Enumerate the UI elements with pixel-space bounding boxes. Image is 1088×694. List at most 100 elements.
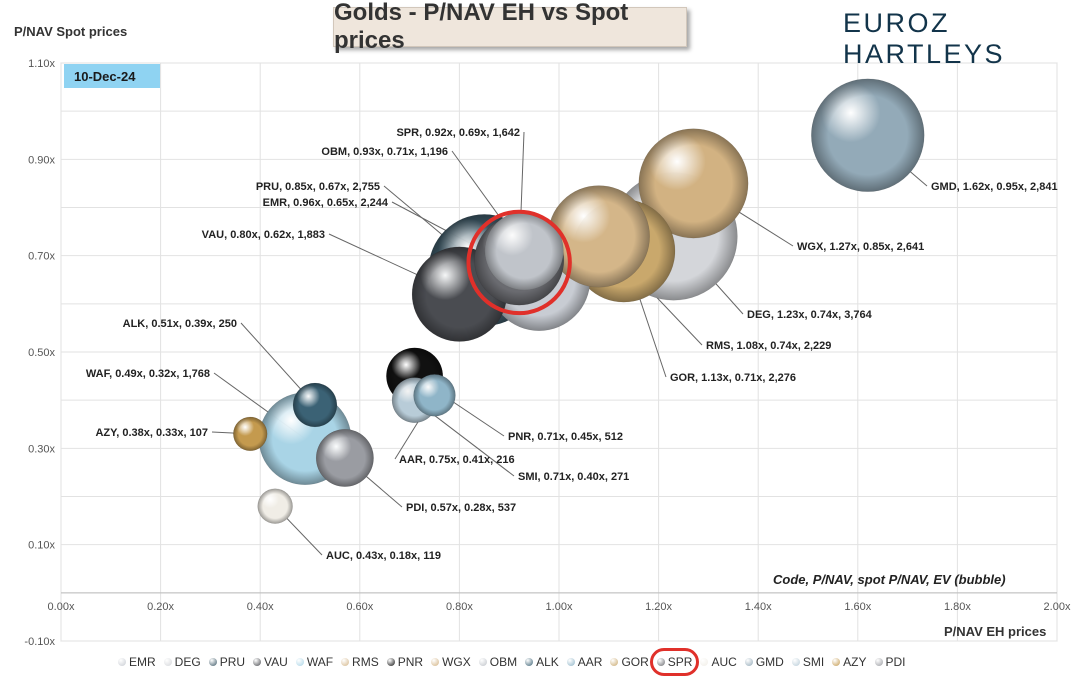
legend-swatch: [118, 658, 126, 666]
data-label-smi: SMI, 0.71x, 0.40x, 271: [518, 471, 629, 483]
data-label-gmd: GMD, 1.62x, 0.95x, 2,841: [931, 181, 1058, 193]
legend-item-smi: SMI: [791, 655, 824, 669]
legend-label: GMD: [755, 655, 784, 669]
legend-label: PDI: [885, 655, 906, 669]
legend-swatch: [700, 658, 709, 666]
data-label-azy: AZY, 0.38x, 0.33x, 107: [95, 427, 208, 439]
legend-label: PNR: [397, 655, 424, 669]
bubble-shade-wgx: [638, 128, 749, 239]
x-tick-label: 0.80x: [446, 601, 473, 613]
legend-item-emr: EMR: [118, 655, 156, 669]
legend-swatch: [656, 658, 665, 666]
legend-item-azy: AZY: [832, 655, 867, 669]
y-axis-label: P/NAV Spot prices: [14, 24, 128, 39]
data-label-wgx: WGX, 1.27x, 0.85x, 2,641: [797, 241, 924, 253]
x-tick-label: 1.80x: [944, 601, 971, 613]
x-tick-label: 1.00x: [546, 601, 573, 613]
data-label-alk: ALK, 0.51x, 0.39x, 250: [123, 318, 237, 330]
legend-label: PRU: [219, 655, 246, 669]
y-tick-label: 0.70x: [28, 251, 55, 263]
legend-label: VAU: [264, 655, 288, 669]
x-tick-label: 0.40x: [247, 601, 274, 613]
legend-swatch: [295, 658, 304, 666]
legend-item-obm: OBM: [478, 655, 517, 669]
legend-swatch: [386, 658, 395, 666]
data-label-pru: PRU, 0.85x, 0.67x, 2,755: [256, 181, 380, 193]
legend-swatch: [525, 658, 534, 666]
data-label-obm: OBM, 0.93x, 0.71x, 1,196: [321, 146, 448, 158]
bubbles: [233, 78, 925, 524]
highlight-circles: [466, 209, 572, 316]
legend-swatch: [791, 658, 800, 666]
legend-item-vau: VAU: [253, 655, 288, 669]
x-tick-label: 1.60x: [844, 601, 871, 613]
data-label-waf: WAF, 0.49x, 0.32x, 1,768: [86, 368, 210, 380]
y-tick-label: 0.50x: [28, 347, 55, 359]
y-tick-label: 0.90x: [28, 154, 55, 166]
data-label-pdi: PDI, 0.57x, 0.28x, 537: [406, 502, 516, 514]
x-tick-label: 0.20x: [147, 601, 174, 613]
legend-swatch: [832, 658, 841, 666]
legend-label: DEG: [174, 655, 201, 669]
data-label-pnr: PNR, 0.71x, 0.45x, 512: [508, 431, 623, 443]
legend-swatch: [566, 658, 575, 666]
legend-label: AAR: [577, 655, 603, 669]
data-label-aar: AAR, 0.75x, 0.41x, 216: [399, 454, 515, 466]
chart-title: Golds - P/NAV EH vs Spot prices: [333, 0, 687, 54]
bubble-shade-aar: [413, 374, 456, 417]
bubble-shade-rms: [548, 185, 650, 288]
legend-swatch: [874, 658, 883, 666]
data-label-deg: DEG, 1.23x, 0.74x, 3,764: [747, 309, 873, 321]
legend-swatch: [431, 658, 440, 666]
legend-item-rms: RMS: [341, 655, 379, 669]
legend-label: AUC: [711, 655, 737, 669]
bubble-shade-auc: [257, 488, 293, 524]
bubble-shade-alk: [293, 383, 337, 427]
legend-item-spr: SPR: [649, 648, 700, 676]
y-tick-label: 1.10x: [28, 58, 55, 70]
x-tick-label: 0.60x: [346, 601, 373, 613]
data-label-emr: EMR, 0.96x, 0.65x, 2,244: [263, 197, 389, 209]
x-tick-label: 1.20x: [645, 601, 672, 613]
bubble-shade-gmd: [811, 78, 925, 192]
legend-swatch: [341, 658, 350, 666]
legend-item-alk: ALK: [525, 655, 559, 669]
brand-logo: EUROZ HARTLEYS: [843, 8, 1006, 69]
data-label-auc: AUC, 0.43x, 0.18x, 119: [326, 550, 441, 562]
data-label-rms: RMS, 1.08x, 0.74x, 2,229: [706, 340, 831, 352]
legend-label: AZY: [843, 655, 867, 669]
legend-label: EMR: [129, 655, 156, 669]
legend-swatch: [744, 658, 753, 666]
legend-swatch: [163, 658, 172, 666]
data-label-gor: GOR, 1.13x, 0.71x, 2,276: [670, 372, 796, 384]
data-labels: EMR, 0.96x, 0.65x, 2,244 DEG, 1.23x, 0.74…: [86, 127, 1058, 562]
bubble-shade-azy: [233, 416, 268, 451]
legend-item-pru: PRU: [208, 655, 246, 669]
data-label-vau: VAU, 0.80x, 0.62x, 1,883: [202, 229, 325, 241]
x-tick-label: 0.00x: [48, 601, 75, 613]
legend-label: ALK: [536, 655, 559, 669]
legend-item-pnr: PNR: [386, 655, 424, 669]
data-label-spr: SPR, 0.92x, 0.69x, 1,642: [396, 127, 520, 139]
legend-item-waf: WAF: [295, 655, 334, 669]
legend-swatch: [208, 658, 217, 666]
bubble-shade-obm: [484, 211, 564, 291]
legend-swatch: [253, 658, 262, 666]
legend-label: SPR: [667, 655, 693, 669]
legend-item-gmd: GMD: [744, 655, 784, 669]
legend-label: WAF: [306, 655, 334, 669]
legend-label: RMS: [352, 655, 379, 669]
legend-swatch: [610, 658, 619, 666]
legend-item-gor: GOR: [610, 655, 649, 669]
bubble-legend-note: Code, P/NAV, spot P/NAV, EV (bubble): [773, 572, 1006, 587]
date-badge: 10-Dec-24: [64, 64, 160, 88]
legend-swatch: [478, 658, 487, 666]
legend-item-pdi: PDI: [874, 655, 906, 669]
y-tick-label: 0.10x: [28, 540, 55, 552]
y-tick-label: 0.30x: [28, 443, 55, 455]
legend-item-deg: DEG: [163, 655, 201, 669]
axis-ticks: 0.00x 0.20x 0.40x 0.60x 0.80x 1.00x 1.20x 1.40x…: [24, 58, 1071, 648]
legend-item-wgx: WGX: [431, 655, 471, 669]
legend-item-aar: AAR: [566, 655, 603, 669]
